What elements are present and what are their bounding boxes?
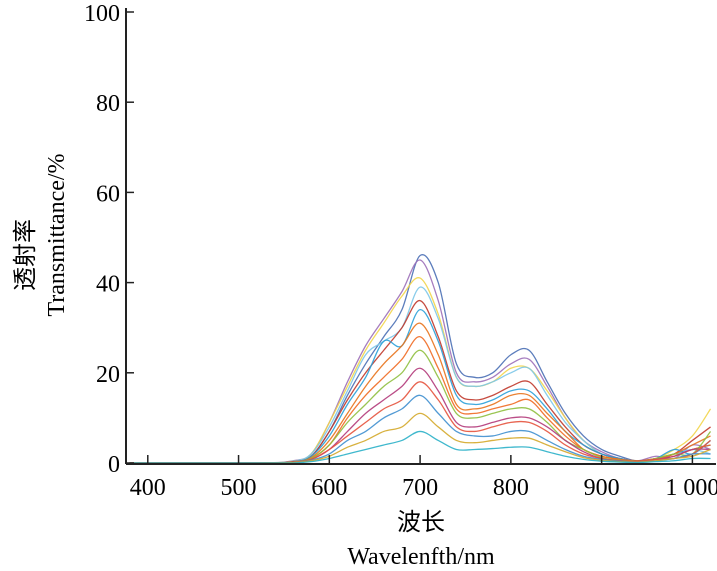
x-tick-label: 600 bbox=[311, 475, 347, 501]
series-line-s12 bbox=[129, 394, 711, 464]
series-line-s4 bbox=[129, 286, 711, 464]
x-tick-label: 800 bbox=[493, 475, 529, 501]
series-line-s3 bbox=[129, 277, 712, 464]
y-tick-label: 80 bbox=[96, 91, 120, 117]
series-line-s14 bbox=[129, 430, 711, 464]
y-axis-label-cn: 透射率 bbox=[12, 219, 39, 291]
series-line-s8 bbox=[129, 336, 711, 464]
series-line-s2 bbox=[129, 259, 711, 464]
series-line-s7 bbox=[129, 322, 711, 464]
series-line-s11 bbox=[129, 381, 711, 464]
series-lines bbox=[129, 254, 712, 464]
y-tick-label: 60 bbox=[96, 181, 120, 207]
x-axis-label: Wavelenfth/nm bbox=[347, 544, 495, 570]
y-tick-label: 0 bbox=[108, 452, 120, 478]
y-tick-label: 20 bbox=[96, 362, 120, 388]
y-tick-label: 40 bbox=[96, 272, 120, 298]
x-ticks: 400 500 600 700 800 900 1 000 bbox=[130, 455, 717, 501]
x-tick-label: 500 bbox=[221, 475, 257, 501]
series-line-s6 bbox=[129, 309, 711, 464]
x-axis-label-cn: 波长 bbox=[397, 509, 445, 536]
y-ticks: 0 20 40 60 80 100 bbox=[84, 1, 134, 478]
x-tick-label: 900 bbox=[584, 475, 620, 501]
x-tick-label: 700 bbox=[402, 475, 438, 501]
y-axis-label: Transmittance/% bbox=[44, 153, 70, 316]
series-line-s10 bbox=[129, 367, 711, 464]
series-line-s9 bbox=[129, 349, 712, 464]
y-tick-label: 100 bbox=[84, 1, 120, 27]
x-tick-label: 1 000 bbox=[665, 475, 717, 501]
x-tick-label: 400 bbox=[130, 475, 166, 501]
